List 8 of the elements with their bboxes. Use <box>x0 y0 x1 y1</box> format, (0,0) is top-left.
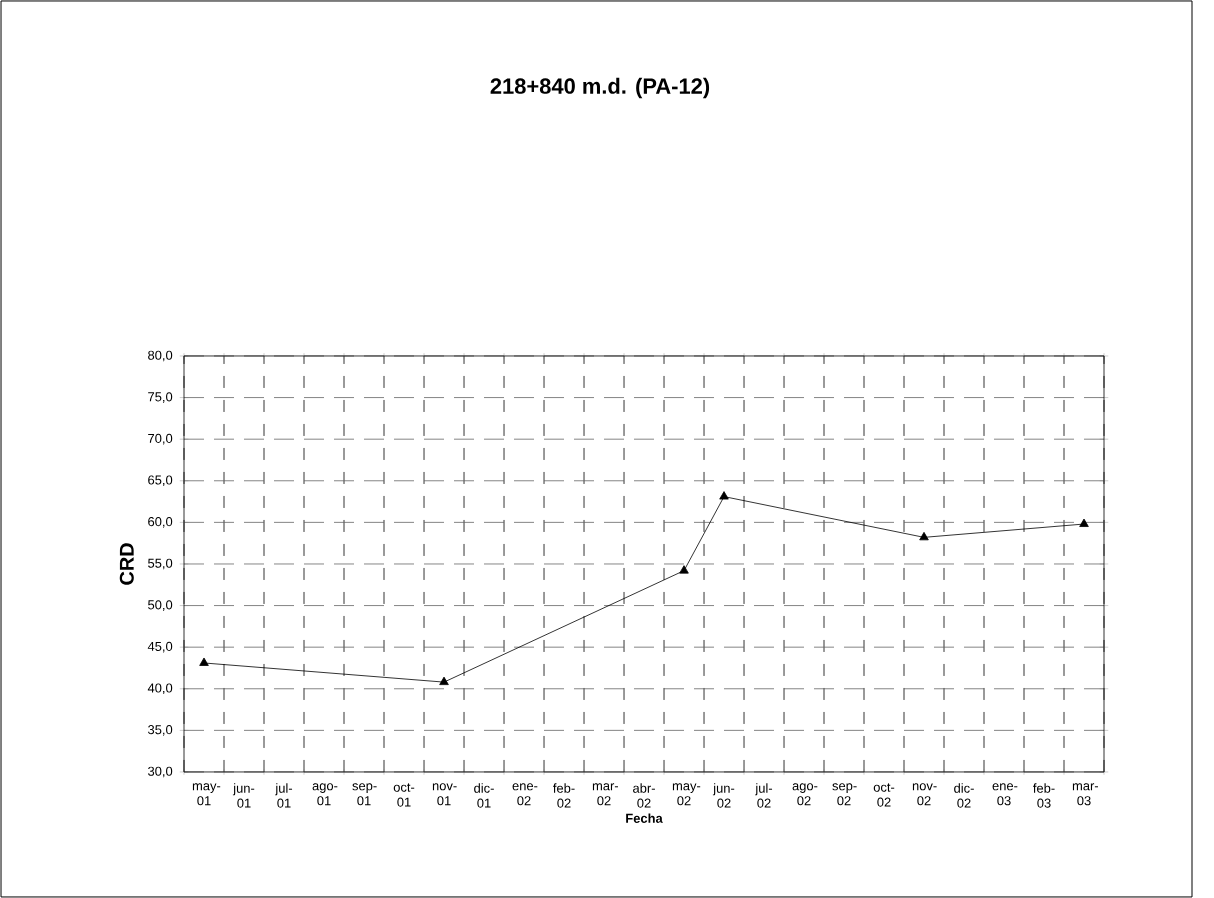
point <box>439 676 449 686</box>
y-axis-title: CRD <box>119 543 134 585</box>
point <box>199 657 209 666</box>
point <box>1079 518 1089 527</box>
point <box>919 531 929 541</box>
point <box>679 565 689 574</box>
chart-title: 218+840 m.d. (PA-12) <box>490 77 710 99</box>
point <box>719 491 729 500</box>
